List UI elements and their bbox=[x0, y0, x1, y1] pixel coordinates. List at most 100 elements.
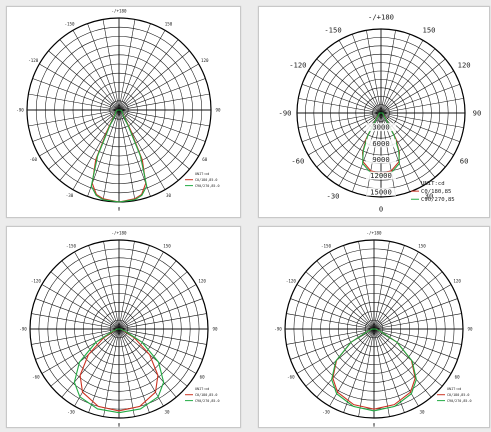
grid-spoke bbox=[118, 109, 136, 201]
grid-spoke bbox=[308, 112, 382, 156]
polar-chart-top-left: -/+180 -150 150 -120 120 -90 90 -60 60 -30 30 0 UNIT… bbox=[6, 6, 241, 218]
grid-spoke bbox=[118, 251, 164, 330]
grid-spoke bbox=[88, 245, 120, 330]
grid-spoke bbox=[380, 70, 454, 114]
grid-spoke bbox=[50, 328, 120, 387]
legend-entry: C0/180,85.0 bbox=[447, 393, 469, 397]
grid-spoke bbox=[380, 48, 436, 114]
legend-title: UNIT:cd bbox=[421, 181, 445, 187]
angle-labels: -/+180 -150 150 -120 120 -90 90 -60 60 -30 30 0 bbox=[279, 13, 482, 214]
grid-spoke bbox=[31, 313, 120, 330]
polar-chart-svg: -/+180 -150 150 -120 120 -90 90 -60 60 -30 30 0 3000… bbox=[279, 13, 482, 214]
grid-spoke bbox=[380, 58, 446, 114]
series-curve-2 bbox=[90, 109, 148, 203]
legend-title: UNIT:cd bbox=[195, 172, 209, 176]
angle-label: 90 bbox=[473, 109, 482, 118]
angle-label: -120 bbox=[31, 278, 42, 283]
polar-chart-bottom-left: -/+180 -150 150 -120 120 -90 90 -60 60 -30 30 0 UNIT… bbox=[6, 226, 241, 428]
grid-spoke bbox=[61, 328, 120, 398]
grid-spoke bbox=[298, 112, 382, 128]
grid-spoke bbox=[380, 40, 424, 114]
grid-spoke bbox=[373, 313, 462, 330]
polar-grid bbox=[296, 28, 466, 198]
series-curve-2 bbox=[331, 328, 417, 412]
legend-entry: C0/180,85.0 bbox=[195, 393, 217, 397]
grid-spoke bbox=[373, 328, 432, 398]
angle-label: 0 bbox=[373, 422, 376, 427]
grid-spoke bbox=[373, 298, 458, 330]
polar-chart-svg: -/+180 -150 150 -120 120 -90 90 -60 60 -30 30 0 UNIT… bbox=[274, 230, 473, 427]
radial-label: 3000 bbox=[372, 123, 389, 132]
grid-spoke bbox=[118, 298, 203, 330]
grid-spoke bbox=[35, 298, 120, 330]
angle-label: 150 bbox=[163, 243, 171, 248]
legend-entry: C90/270,85.0 bbox=[195, 184, 220, 188]
grid-spoke bbox=[118, 109, 199, 157]
angle-label: 90 bbox=[215, 107, 221, 112]
angle-label: 30 bbox=[419, 410, 425, 415]
angle-label: 0 bbox=[118, 422, 121, 427]
grid-spoke bbox=[286, 313, 375, 330]
grid-spoke bbox=[118, 245, 150, 330]
grid-spoke bbox=[373, 328, 452, 374]
grid-spoke bbox=[380, 112, 461, 142]
angle-label: -60 bbox=[32, 374, 40, 379]
grid-spoke bbox=[308, 70, 382, 114]
grid-spoke bbox=[296, 328, 375, 374]
grid-spoke bbox=[373, 245, 405, 330]
angle-label: -90 bbox=[16, 107, 24, 112]
angle-label: 60 bbox=[202, 157, 208, 162]
grid-spoke bbox=[35, 328, 120, 360]
grid-spoke bbox=[118, 328, 177, 398]
legend: UNIT:cd C0/180,85.0 C90/270,85.0 bbox=[185, 387, 220, 403]
radial-label: 6000 bbox=[372, 139, 389, 148]
grid-spoke bbox=[373, 284, 452, 330]
grid-spoke bbox=[118, 50, 190, 111]
angle-label: -60 bbox=[291, 157, 304, 166]
angle-label: -120 bbox=[28, 58, 39, 63]
radial-label-bg bbox=[366, 155, 396, 164]
radial-label: 12000 bbox=[370, 171, 392, 180]
legend-entry: C0/180,85 bbox=[421, 189, 451, 195]
angle-label: 60 bbox=[455, 374, 461, 379]
grid-spoke bbox=[373, 328, 462, 345]
grid-spoke bbox=[74, 328, 120, 407]
angle-label: -/+180 bbox=[366, 230, 382, 235]
grid-spoke bbox=[39, 63, 120, 111]
grid-spoke bbox=[305, 271, 375, 330]
grid-spoke bbox=[118, 328, 207, 345]
grid-spoke bbox=[31, 328, 120, 345]
angle-label: -30 bbox=[67, 410, 75, 415]
polar-chart-top-right: -/+180 -150 150 -120 120 -90 90 -60 60 -30 30 0 3000… bbox=[258, 6, 490, 218]
grid-spoke bbox=[296, 284, 375, 330]
legend-entry: C90/270,85.0 bbox=[447, 399, 472, 403]
grid-spoke bbox=[373, 241, 390, 330]
grid-spoke bbox=[48, 109, 120, 170]
angle-label: 120 bbox=[453, 278, 461, 283]
grid-spoke bbox=[87, 23, 120, 111]
grid-spoke bbox=[380, 98, 464, 114]
angle-label: -60 bbox=[29, 157, 37, 162]
series-group bbox=[331, 328, 417, 412]
grid-spoke bbox=[32, 78, 120, 111]
angle-label: 30 bbox=[166, 193, 172, 198]
polar-chart-svg: -/+180 -150 150 -120 120 -90 90 -60 60 -30 30 0 UNIT… bbox=[19, 230, 220, 427]
grid-spoke bbox=[118, 23, 151, 111]
grid-spoke bbox=[41, 284, 120, 330]
grid-spoke bbox=[28, 93, 120, 111]
angle-label: -150 bbox=[64, 22, 75, 27]
angle-label: -90 bbox=[274, 326, 282, 331]
radial-labels: 3000 6000 9000 12000 15000 bbox=[366, 123, 396, 196]
angle-label: -150 bbox=[321, 243, 332, 248]
grid-spoke bbox=[118, 328, 164, 407]
angle-label: 90 bbox=[467, 326, 473, 331]
grid-spoke bbox=[39, 109, 120, 157]
grid-spoke bbox=[380, 112, 454, 156]
grid-spoke bbox=[290, 298, 375, 330]
grid-spoke bbox=[373, 271, 443, 330]
grid-spoke bbox=[118, 109, 190, 170]
radial-label-bg bbox=[366, 139, 396, 148]
polar-chart-bottom-right: -/+180 -150 150 -120 120 -90 90 -60 60 -30 30 0 UNIT… bbox=[258, 226, 490, 428]
grid-spoke bbox=[118, 109, 179, 181]
grid-spoke bbox=[338, 40, 382, 114]
